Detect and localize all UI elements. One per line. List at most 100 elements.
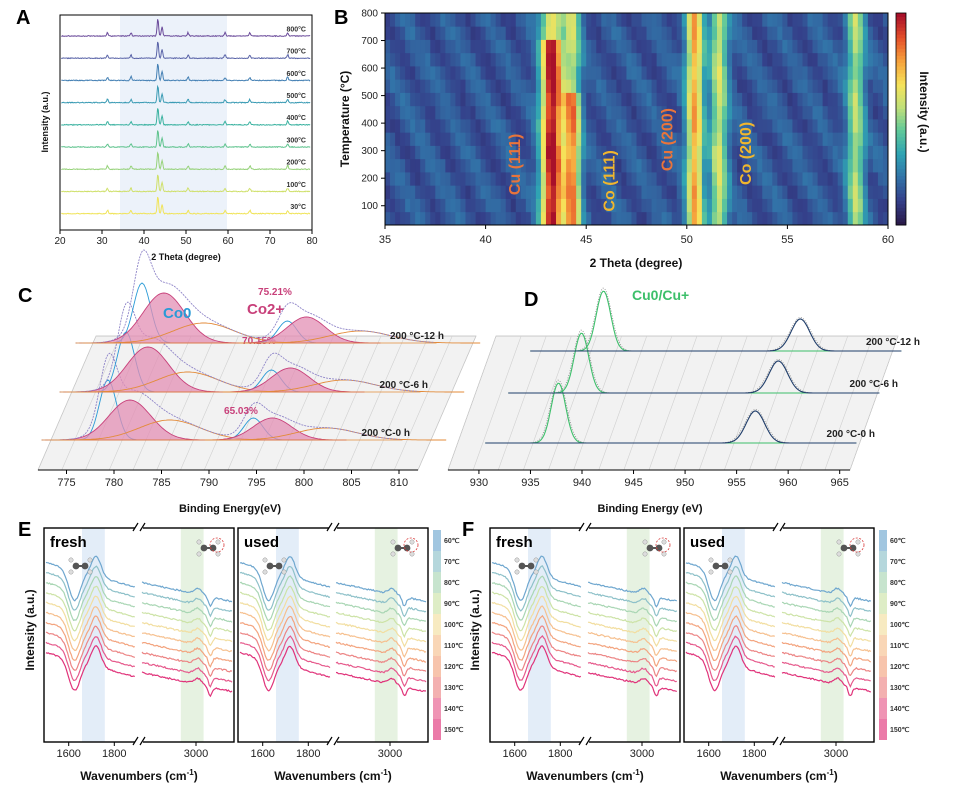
heat-cell <box>862 13 869 27</box>
heat-cell <box>576 211 582 226</box>
heat-cell <box>576 185 582 199</box>
heat-cell <box>510 52 517 67</box>
heat-cell <box>475 52 481 67</box>
heat-cell <box>661 158 668 173</box>
heat-cell <box>782 13 788 27</box>
heat-cell <box>832 158 839 173</box>
heat-cell <box>470 39 476 54</box>
heat-cell <box>862 172 869 186</box>
heat-cell <box>480 158 486 173</box>
heat-cell <box>787 26 793 40</box>
heat-cell <box>450 26 456 40</box>
heat-cell <box>520 158 527 173</box>
heat-cell <box>626 66 632 80</box>
ir-xlabel-close: ) <box>834 769 838 783</box>
heat-cell <box>676 172 683 186</box>
molecule-left-1-hydrogen-0 <box>708 557 714 563</box>
heat-cell <box>460 119 466 133</box>
heat-cell <box>646 145 652 160</box>
heat-cell <box>445 132 451 146</box>
heat-cell <box>817 185 824 199</box>
heat-cell <box>666 198 673 213</box>
heat-cell <box>666 66 673 80</box>
trace-label-0: 200 °C-0 h <box>362 428 410 439</box>
heat-cell <box>425 79 431 93</box>
ir-trace-left-1-5 <box>239 605 331 652</box>
heat-cell <box>495 211 502 226</box>
break-top-bg-0 <box>581 524 589 532</box>
ylabel-e: Intensity (a.u.) <box>23 589 37 670</box>
heat-cell <box>812 13 818 27</box>
heat-cell <box>596 211 602 226</box>
heat-cell <box>425 39 431 54</box>
heat-cell <box>671 119 678 133</box>
heat-cell <box>566 52 572 67</box>
heat-cell <box>817 145 824 160</box>
grid-line <box>156 335 216 471</box>
ir-trace-left-0-2 <box>45 576 135 622</box>
ir-trace-right-0-1 <box>141 591 233 618</box>
heat-cell <box>626 145 632 160</box>
heat-cell <box>827 145 834 160</box>
heat-cell <box>661 26 668 40</box>
heat-cell <box>505 52 512 67</box>
legend-label-0: 60℃ <box>444 537 460 545</box>
heat-cell <box>415 185 421 199</box>
heat-cell <box>470 198 476 213</box>
heat-cell <box>732 132 738 146</box>
heat-cell <box>525 79 532 93</box>
heat-cell <box>485 185 492 199</box>
heat-cell <box>460 66 466 80</box>
heat-cell <box>550 105 557 120</box>
heat-cell <box>827 52 834 67</box>
heat-cell <box>586 105 592 120</box>
heat-cell <box>576 145 582 160</box>
trace-3 <box>61 130 311 149</box>
heat-cell <box>701 105 708 120</box>
molecule-left-0-hydrogen-0 <box>514 557 520 563</box>
heat-cell <box>515 26 522 40</box>
heat-cell <box>455 26 461 40</box>
heat-cell <box>872 52 879 67</box>
heat-cell <box>515 185 522 199</box>
heat-cell <box>425 172 431 186</box>
heat-cell <box>475 105 481 120</box>
heat-cell <box>606 145 612 160</box>
heat-cell <box>500 211 507 226</box>
heat-cell <box>872 172 879 186</box>
heat-cell <box>581 172 587 186</box>
heat-cell <box>852 13 859 27</box>
heat-cell <box>822 13 829 27</box>
heat-cell <box>601 119 607 133</box>
heat-cell <box>576 66 582 80</box>
heat-cell <box>837 79 844 93</box>
ir-trace-left-0-9 <box>491 645 582 691</box>
heat-cell <box>862 132 869 146</box>
heat-cell <box>390 39 396 54</box>
heat-cell <box>480 132 486 146</box>
heat-cell <box>742 13 748 27</box>
heat-cell <box>671 39 678 54</box>
heat-cell <box>671 105 678 120</box>
heat-cell <box>515 105 522 120</box>
ir-xtick-label-1-0: 1600 <box>696 748 720 760</box>
heat-cell <box>722 52 728 67</box>
heat-cell <box>711 158 718 173</box>
heat-cell <box>465 79 471 93</box>
heat-cell <box>752 52 758 67</box>
heat-cell <box>540 13 547 27</box>
xtick-label-4: 55 <box>781 234 793 246</box>
heat-cell <box>676 92 683 107</box>
heat-cell <box>460 26 466 40</box>
heat-cell <box>535 13 542 27</box>
heat-cell <box>530 66 537 80</box>
heat-cell <box>847 132 854 146</box>
heat-cell <box>691 119 698 133</box>
heat-cell <box>520 79 527 93</box>
series-label-2: 200°C <box>286 159 306 167</box>
heat-cell <box>596 119 602 133</box>
ir-trace-right-0-0 <box>141 581 233 608</box>
heat-cell <box>631 119 637 133</box>
heat-cell <box>420 39 426 54</box>
heat-cell <box>510 26 517 40</box>
